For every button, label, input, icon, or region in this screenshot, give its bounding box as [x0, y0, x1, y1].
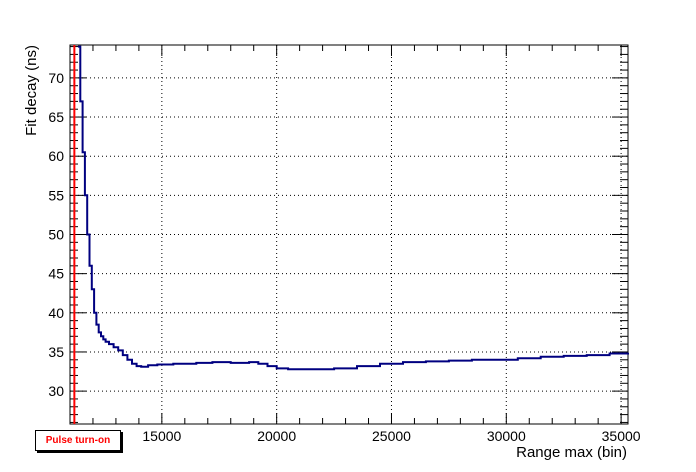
y-tick-label: 55 — [48, 187, 64, 203]
series — [78, 45, 629, 371]
y-tick-label: 35 — [48, 344, 64, 360]
x-tick-label: 15000 — [142, 428, 181, 444]
x-tick-label: 20000 — [257, 428, 296, 444]
y-axis-title: Fit decay (ns) — [23, 45, 40, 136]
legend-label: Pulse turn-on — [45, 435, 111, 446]
tick-labels: 15000 20000 25000 30000 35000 30 35 40 45 50 55 60 6… — [48, 70, 640, 444]
y-tick-label: 50 — [48, 227, 64, 243]
x-tick-label: 35000 — [602, 428, 641, 444]
y-tick-label: 40 — [48, 305, 64, 321]
y-tick-label: 65 — [48, 109, 64, 125]
y-tick-label: 30 — [48, 383, 64, 399]
legend: Pulse turn-on — [35, 430, 121, 451]
series-line — [78, 45, 629, 371]
x-axis-title: Range max (bin) — [516, 444, 627, 461]
y-tick-label: 60 — [48, 148, 64, 164]
grid — [70, 45, 628, 424]
y-tick-label: 70 — [48, 70, 64, 86]
x-tick-label: 25000 — [372, 428, 411, 444]
x-tick-label: 30000 — [487, 428, 526, 444]
plot-frame — [69, 44, 629, 425]
y-tick-label: 45 — [48, 266, 64, 282]
ticks — [69, 45, 628, 424]
